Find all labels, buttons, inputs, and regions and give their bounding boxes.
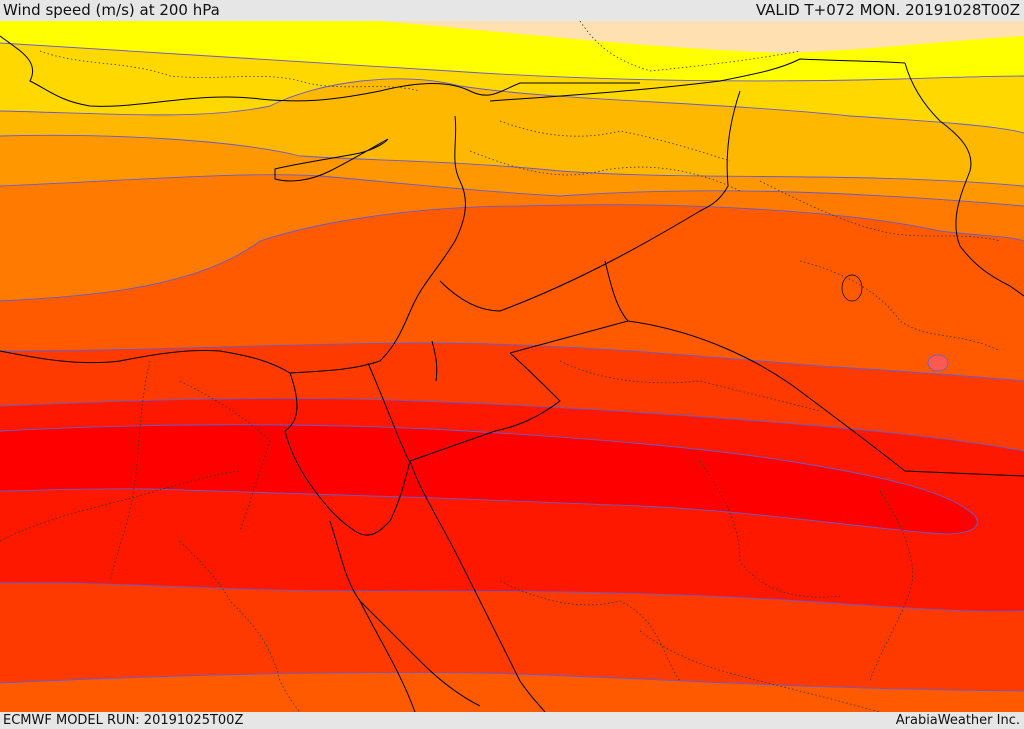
country-border bbox=[431, 340, 438, 382]
contour-line bbox=[0, 424, 978, 535]
admin-boundary bbox=[0, 470, 241, 542]
contour-line bbox=[0, 204, 1024, 302]
country-border bbox=[904, 62, 1024, 297]
speed-band-10 bbox=[0, 424, 978, 534]
admin-boundary bbox=[179, 540, 301, 712]
contour-line bbox=[0, 342, 1024, 382]
admin-boundary bbox=[799, 260, 1001, 352]
admin-boundary bbox=[639, 630, 881, 712]
country-border bbox=[367, 362, 411, 462]
coastlines bbox=[0, 35, 1024, 712]
coastline bbox=[0, 35, 640, 107]
coastline bbox=[329, 520, 481, 707]
lake-shape bbox=[841, 274, 863, 302]
valid-time: VALID T+072 MON. 20191028T00Z bbox=[755, 1, 1020, 19]
admin-boundary bbox=[579, 21, 801, 72]
country-border bbox=[439, 280, 501, 312]
country-border bbox=[409, 352, 561, 462]
country-border bbox=[359, 600, 416, 712]
admin-boundary bbox=[109, 360, 151, 582]
contour-line bbox=[0, 134, 1024, 187]
speed-band-7-lower bbox=[0, 672, 1024, 712]
wind-speed-map bbox=[0, 21, 1024, 712]
country-border bbox=[509, 260, 629, 354]
header-bar: Wind speed (m/s) at 200 hPa VALID T+072 … bbox=[0, 0, 1024, 21]
admin-boundary bbox=[869, 490, 914, 682]
model-run: ECMWF MODEL RUN: 20191025T00Z bbox=[3, 713, 244, 728]
country-border bbox=[627, 320, 1024, 477]
map-title: Wind speed (m/s) at 200 hPa bbox=[3, 1, 220, 19]
coastline bbox=[0, 349, 291, 374]
credit: ArabiaWeather Inc. bbox=[895, 713, 1020, 728]
admin-boundary bbox=[179, 380, 271, 532]
contour-line bbox=[0, 582, 1024, 612]
footer-bar: ECMWF MODEL RUN: 20191025T00Z ArabiaWeat… bbox=[0, 712, 1024, 729]
coastline bbox=[409, 460, 546, 712]
admin-boundary bbox=[469, 150, 741, 192]
contour-line bbox=[0, 78, 1024, 134]
coastline bbox=[289, 115, 466, 374]
contour-line bbox=[0, 174, 1024, 207]
admin-boundary bbox=[759, 180, 1001, 242]
country-border bbox=[489, 58, 906, 102]
admin-boundary bbox=[699, 460, 841, 598]
speed-band-9-lower bbox=[0, 488, 1024, 612]
admin-boundary bbox=[499, 580, 681, 682]
contour-lines bbox=[0, 42, 1024, 692]
admin-boundary bbox=[559, 360, 821, 412]
lake-shape bbox=[927, 354, 949, 372]
coastline bbox=[284, 372, 411, 536]
country-border bbox=[499, 90, 741, 312]
contour-line bbox=[0, 398, 1024, 452]
contour-line bbox=[0, 672, 1024, 692]
admin-boundaries bbox=[0, 21, 1001, 712]
coastline bbox=[274, 138, 389, 182]
admin-boundary bbox=[499, 120, 731, 162]
